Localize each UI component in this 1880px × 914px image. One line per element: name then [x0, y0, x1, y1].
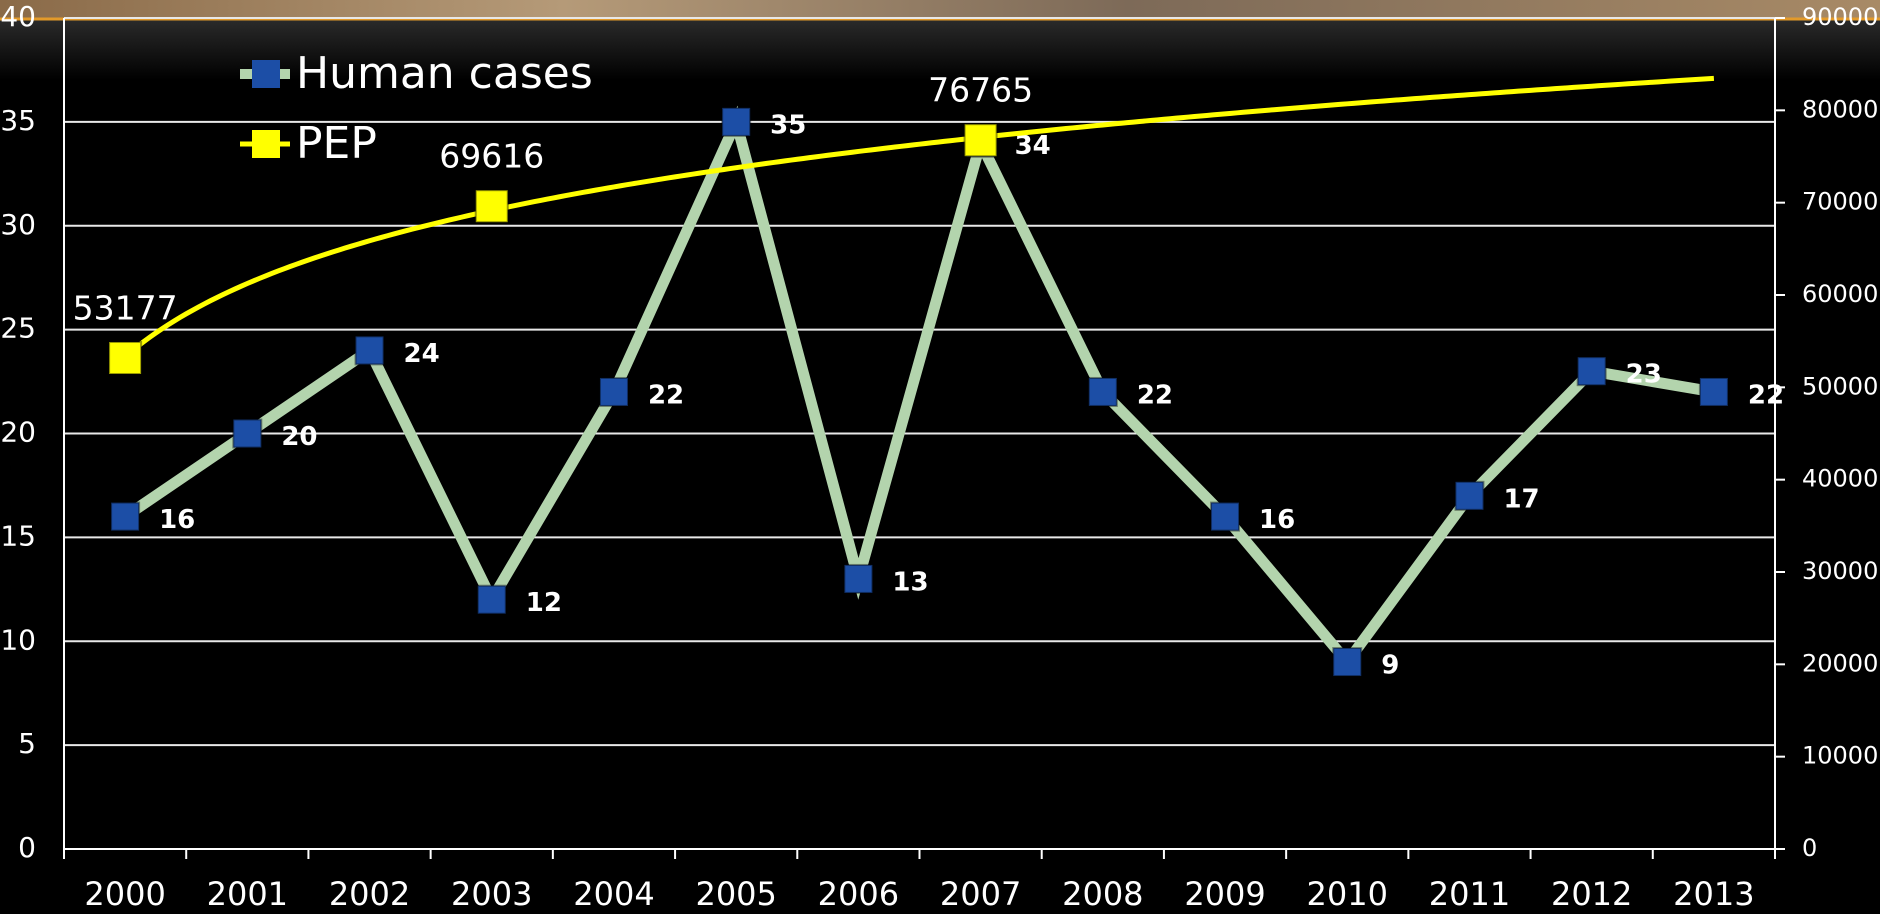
y2-tick-label: 80000	[1802, 95, 1878, 123]
data-point	[1210, 501, 1241, 532]
data-point	[474, 189, 509, 224]
y-tick-label: 25	[0, 312, 36, 345]
x-tick-label: 2005	[695, 875, 776, 913]
data-point	[1332, 647, 1363, 678]
y2-tick-label: 30000	[1802, 557, 1878, 585]
data-label: 53177	[73, 288, 178, 327]
data-label: 35	[770, 110, 806, 140]
data-label: 20	[281, 422, 317, 452]
data-point	[721, 106, 752, 137]
data-label: 16	[159, 505, 195, 535]
y-tick-label: 10	[0, 623, 36, 656]
header-shadow	[0, 20, 1880, 80]
data-label: 34	[1015, 131, 1051, 161]
data-label: 22	[648, 380, 684, 410]
data-label: 23	[1626, 360, 1662, 390]
y2-tick-label: 90000	[1802, 3, 1878, 31]
y-tick-label: 5	[18, 727, 36, 760]
y-tick-label: 35	[0, 104, 36, 137]
legend-label: Human cases	[296, 48, 593, 99]
data-point	[598, 376, 629, 407]
data-point	[1698, 376, 1729, 407]
data-label: 9	[1381, 651, 1399, 681]
x-tick-label: 2000	[84, 875, 165, 913]
data-point	[843, 563, 874, 594]
y2-tick-label: 70000	[1802, 188, 1878, 216]
data-label: 17	[1503, 484, 1539, 514]
y2-tick-label: 40000	[1802, 465, 1878, 493]
header-image	[0, 0, 1880, 18]
data-point	[1576, 356, 1607, 387]
data-label: 22	[1137, 380, 1173, 410]
data-label: 76765	[928, 71, 1033, 110]
data-point	[476, 584, 507, 615]
x-tick-label: 2007	[940, 875, 1021, 913]
y-tick-label: 20	[0, 416, 36, 449]
data-point	[110, 501, 141, 532]
x-tick-label: 2002	[329, 875, 410, 913]
y2-tick-label: 0	[1802, 834, 1817, 862]
data-point	[108, 340, 143, 375]
y-tick-label: 15	[0, 519, 36, 552]
legend-marker	[252, 130, 280, 158]
y2-tick-label: 60000	[1802, 280, 1878, 308]
x-tick-label: 2008	[1062, 875, 1143, 913]
x-tick-label: 2009	[1184, 875, 1265, 913]
y-tick-label: 30	[0, 208, 36, 241]
x-tick-label: 2004	[573, 875, 654, 913]
y-tick-label: 40	[0, 0, 36, 33]
x-tick-label: 2006	[818, 875, 899, 913]
x-tick-label: 2011	[1429, 875, 1510, 913]
trendline	[123, 75, 1715, 359]
y-tick-label: 0	[18, 831, 36, 864]
data-point	[1087, 376, 1118, 407]
x-tick-label: 2001	[207, 875, 288, 913]
data-label: 69616	[439, 137, 544, 176]
y2-tick-label: 10000	[1802, 742, 1878, 770]
data-point	[354, 335, 385, 366]
data-point	[1454, 480, 1485, 511]
y2-tick-label: 50000	[1802, 372, 1878, 400]
data-label: 12	[526, 588, 562, 618]
y2-tick-label: 20000	[1802, 649, 1878, 677]
x-tick-label: 2003	[451, 875, 532, 913]
data-point	[963, 123, 998, 158]
legend-label: PEP	[296, 118, 377, 169]
legend-marker	[252, 60, 280, 88]
data-label: 22	[1748, 380, 1784, 410]
series-line	[122, 105, 1715, 671]
data-label: 13	[892, 567, 928, 597]
x-tick-label: 2012	[1551, 875, 1632, 913]
data-point	[232, 418, 263, 449]
data-label: 16	[1259, 505, 1295, 535]
data-label: 24	[404, 339, 440, 369]
x-tick-label: 2013	[1673, 875, 1754, 913]
x-tick-label: 2010	[1307, 875, 1388, 913]
